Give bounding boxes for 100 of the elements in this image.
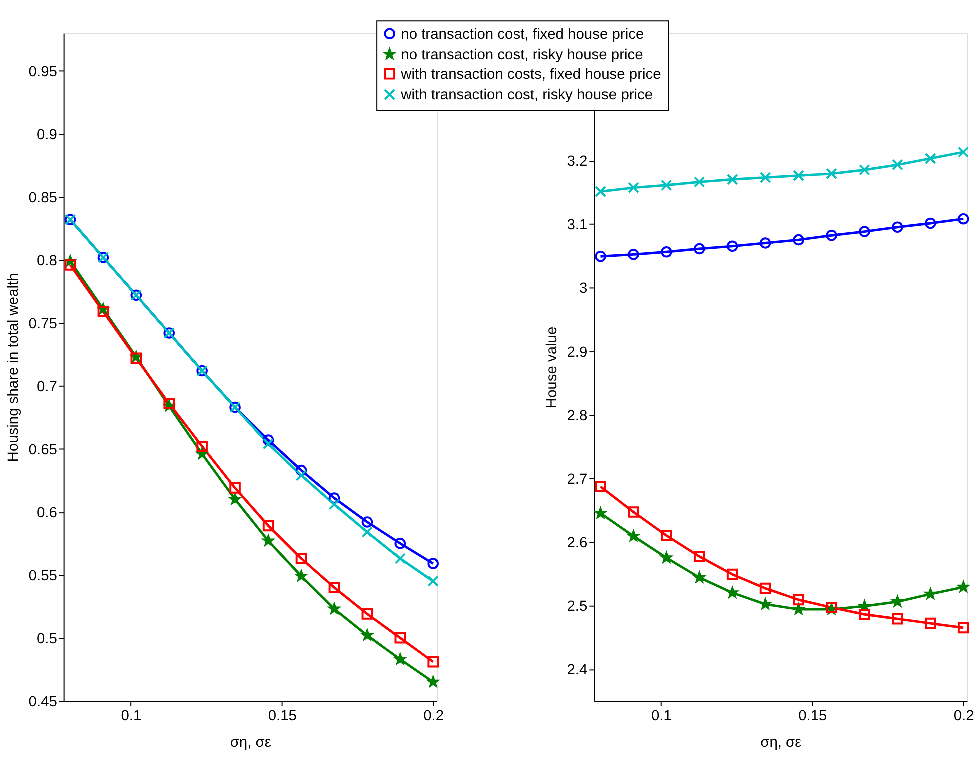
- point: [262, 520, 274, 532]
- legend-label: no transaction cost, fixed house price: [401, 26, 644, 43]
- point: [925, 153, 936, 164]
- x-axis-title: ση, σε: [230, 734, 272, 751]
- y-tick-label: 2.6: [567, 536, 588, 552]
- point: [726, 568, 738, 580]
- point: [958, 146, 970, 158]
- y-tick-label: 0.65: [28, 442, 58, 459]
- y-tick-label: 2.9: [567, 344, 588, 361]
- point: [892, 222, 904, 233]
- x-tick-label: 0.15: [798, 708, 828, 724]
- point: [793, 234, 804, 246]
- point: [661, 552, 672, 563]
- y-tick-label: 2.8: [567, 408, 588, 424]
- point: [694, 176, 706, 188]
- point: [859, 608, 870, 620]
- y-axis-title: House value: [544, 326, 560, 409]
- y-tick-label: 2.4: [567, 662, 588, 679]
- point: [230, 482, 241, 494]
- point: [428, 576, 439, 588]
- legend-label: with transaction cost, risky house price: [400, 88, 654, 104]
- point: [394, 654, 406, 664]
- point: [892, 159, 904, 171]
- point: [296, 464, 308, 476]
- y-tick-label: 0.6: [36, 506, 58, 522]
- x-tick-label: 0.15: [268, 708, 297, 724]
- x-tick-label: 0.2: [954, 708, 974, 724]
- point: [362, 526, 374, 538]
- point: [661, 180, 672, 192]
- point: [628, 249, 640, 260]
- point: [428, 558, 439, 570]
- point: [826, 230, 838, 242]
- point: [760, 582, 772, 594]
- point: [694, 551, 706, 562]
- point: [130, 352, 142, 364]
- point: [859, 226, 870, 238]
- y-tick-label: 0.85: [28, 190, 58, 207]
- point: [296, 553, 308, 564]
- y-tick-label: 3.1: [567, 218, 588, 234]
- point: [694, 243, 706, 255]
- point: [793, 604, 804, 614]
- y-tick-label: 0.7: [36, 380, 58, 396]
- point: [64, 260, 76, 271]
- point: [262, 438, 274, 450]
- y-tick-label: 3.2: [567, 154, 588, 170]
- point: [230, 494, 241, 504]
- y-axis-title: Housing share in total wealth: [6, 273, 22, 462]
- point: [661, 246, 672, 258]
- point: [296, 470, 308, 482]
- point: [595, 250, 606, 262]
- point: [595, 186, 606, 198]
- y-tick-label: 0.8: [36, 254, 58, 270]
- point: [958, 213, 970, 225]
- x-tick-label: 0.2: [424, 708, 444, 724]
- point: [394, 632, 406, 644]
- y-tick-label: 0.5: [36, 632, 58, 648]
- point: [394, 538, 406, 550]
- point: [793, 594, 804, 606]
- point: [958, 622, 970, 634]
- point: [793, 170, 804, 182]
- point: [328, 582, 340, 594]
- point: [595, 481, 606, 492]
- point: [892, 613, 904, 625]
- y-tick-label: 3: [580, 281, 588, 298]
- y-tick-label: 0.9: [36, 128, 58, 144]
- y-tick-label: 2.5: [567, 599, 588, 616]
- legend-label: with transaction costs, fixed house price: [400, 67, 662, 84]
- point: [362, 608, 374, 620]
- x-tick-label: 0.1: [121, 708, 142, 724]
- point: [726, 240, 738, 252]
- x-tick-label: 0.1: [651, 708, 672, 724]
- point: [262, 434, 274, 446]
- point: [925, 618, 936, 630]
- point: [394, 553, 406, 564]
- point: [892, 596, 904, 607]
- point: [726, 174, 738, 186]
- point: [925, 218, 936, 230]
- x-axis-title: ση, σε: [760, 734, 802, 751]
- point: [595, 508, 606, 518]
- point: [859, 164, 870, 176]
- point: [328, 492, 340, 504]
- y-tick-label: 0.55: [28, 568, 58, 585]
- point: [196, 440, 208, 452]
- point: [362, 516, 374, 528]
- y-tick-label: 2.7: [567, 472, 588, 488]
- y-tick-label: 0.75: [28, 316, 58, 333]
- point: [826, 168, 838, 180]
- point: [760, 172, 772, 184]
- point: [661, 530, 672, 542]
- legend-label: no transaction cost, risky house price: [401, 47, 644, 64]
- point: [628, 182, 640, 194]
- point: [628, 506, 640, 518]
- y-tick-label: 0.95: [28, 64, 58, 81]
- point: [328, 498, 340, 510]
- y-tick-label: 0.45: [28, 694, 58, 711]
- point: [98, 306, 110, 318]
- point: [428, 656, 439, 668]
- point: [760, 238, 772, 249]
- point: [164, 398, 176, 410]
- point: [628, 530, 640, 542]
